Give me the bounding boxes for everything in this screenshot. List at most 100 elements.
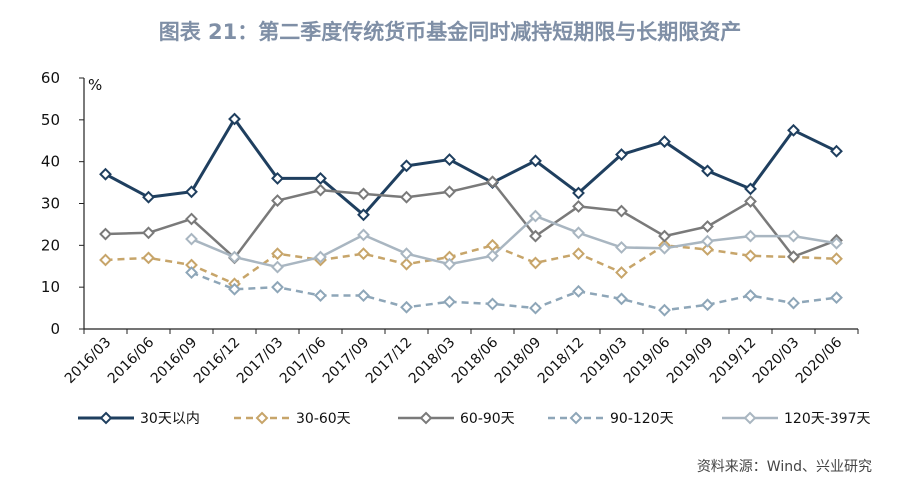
data-point-marker bbox=[486, 249, 499, 263]
x-tick-label: 2018/09 bbox=[492, 335, 544, 387]
data-point-marker bbox=[228, 112, 241, 126]
data-point-marker bbox=[701, 220, 714, 233]
data-point-marker bbox=[615, 148, 628, 161]
data-point-marker bbox=[357, 289, 370, 302]
data-point-marker bbox=[271, 171, 284, 185]
data-point-marker bbox=[185, 212, 198, 226]
x-tick-label: 2017/03 bbox=[234, 335, 286, 387]
legend-label: 90-120天 bbox=[610, 411, 674, 427]
data-point-marker bbox=[615, 266, 628, 279]
y-tick-label: 30 bbox=[41, 195, 60, 213]
data-point-marker bbox=[142, 190, 155, 204]
data-point-marker bbox=[658, 241, 671, 255]
series-line bbox=[105, 180, 837, 260]
y-unit-label: % bbox=[88, 76, 102, 94]
legend-item-4: 90-120天 bbox=[548, 411, 674, 427]
data-point-marker bbox=[830, 252, 843, 266]
series-3 bbox=[99, 175, 843, 265]
data-point-marker bbox=[271, 247, 284, 261]
data-point-marker bbox=[400, 257, 413, 271]
data-point-marker bbox=[443, 295, 456, 309]
data-point-marker bbox=[99, 167, 112, 181]
data-point-marker bbox=[701, 243, 714, 256]
x-tick-label: 2019/09 bbox=[664, 335, 716, 387]
data-point-marker bbox=[572, 186, 585, 200]
data-point-marker bbox=[142, 226, 155, 240]
y-tick-label: 0 bbox=[50, 320, 60, 338]
data-point-marker bbox=[658, 229, 671, 243]
data-point-marker bbox=[529, 301, 542, 315]
series-4 bbox=[185, 266, 843, 317]
data-point-marker bbox=[99, 227, 112, 241]
y-tick-label: 40 bbox=[41, 153, 60, 171]
data-point-marker bbox=[744, 194, 757, 208]
legend: 30天以内 30-60天 60-90天 90-120天 120天-397天 bbox=[78, 411, 871, 427]
series-line bbox=[191, 214, 837, 269]
legend-label: 60-90天 bbox=[460, 411, 515, 427]
legend-item-5: 120天-397天 bbox=[722, 411, 871, 427]
data-point-marker bbox=[400, 300, 413, 314]
data-point-marker bbox=[443, 257, 456, 271]
data-point-marker bbox=[271, 260, 284, 274]
legend-marker bbox=[99, 411, 113, 425]
data-point-marker bbox=[572, 284, 585, 298]
data-point-marker bbox=[572, 247, 585, 261]
data-point-marker bbox=[443, 185, 456, 199]
data-point-marker bbox=[830, 144, 843, 158]
data-point-marker bbox=[658, 303, 671, 317]
data-point-marker bbox=[830, 291, 843, 305]
data-point-marker bbox=[744, 249, 757, 263]
data-point-marker bbox=[529, 154, 542, 168]
x-tick-label: 2018/12 bbox=[535, 335, 587, 387]
data-point-marker bbox=[357, 247, 370, 261]
data-point-marker bbox=[744, 289, 757, 302]
data-point-marker bbox=[787, 229, 800, 243]
data-point-marker bbox=[357, 187, 370, 201]
legend-item-2: 30-60天 bbox=[234, 411, 351, 427]
data-point-marker bbox=[744, 182, 757, 196]
data-point-marker bbox=[529, 209, 542, 223]
x-tick-label: 2016/09 bbox=[148, 335, 200, 387]
series-5 bbox=[185, 209, 843, 274]
data-point-marker bbox=[400, 190, 413, 204]
data-point-marker bbox=[271, 280, 284, 294]
data-point-marker bbox=[787, 296, 800, 310]
data-point-marker bbox=[486, 297, 499, 311]
data-point-marker bbox=[486, 175, 499, 189]
data-point-marker bbox=[228, 250, 241, 264]
y-tick-label: 10 bbox=[41, 278, 60, 296]
legend-marker bbox=[569, 411, 583, 425]
data-point-marker bbox=[357, 208, 370, 222]
x-tick-label: 2018/03 bbox=[406, 335, 458, 387]
data-point-marker bbox=[615, 292, 628, 306]
x-tick-label: 2016/03 bbox=[62, 335, 114, 387]
legend-label: 30天以内 bbox=[140, 411, 200, 427]
legend-label: 120天-397天 bbox=[784, 411, 871, 427]
data-point-marker bbox=[529, 229, 542, 243]
legend-marker bbox=[743, 411, 757, 425]
data-point-marker bbox=[185, 266, 198, 279]
y-tick-label: 20 bbox=[41, 236, 60, 254]
x-tick-label: 2020/06 bbox=[793, 334, 846, 387]
x-tick-label: 2017/06 bbox=[277, 334, 330, 387]
data-point-marker bbox=[830, 236, 843, 250]
chart-title: 图表 21：第二季度传统货币基金同时减持短期限与长期限资产 bbox=[158, 20, 742, 44]
data-point-marker bbox=[185, 232, 198, 246]
data-point-marker bbox=[486, 238, 499, 252]
data-point-marker bbox=[99, 253, 112, 267]
x-tick-label: 2017/09 bbox=[320, 335, 372, 387]
data-point-marker bbox=[529, 256, 542, 270]
series-line bbox=[191, 271, 837, 312]
data-point-marker bbox=[400, 247, 413, 261]
data-point-marker bbox=[314, 171, 327, 185]
data-point-marker bbox=[787, 123, 800, 137]
data-point-marker bbox=[615, 204, 628, 218]
source-note: 资料来源：Wind、兴业研究 bbox=[696, 459, 872, 475]
x-tick-label: 2020/03 bbox=[750, 335, 802, 387]
series-line bbox=[104, 117, 838, 217]
data-point-marker bbox=[572, 226, 585, 240]
data-point-marker bbox=[185, 185, 198, 199]
legend-item-3: 60-90天 bbox=[398, 411, 515, 427]
data-point-marker bbox=[142, 251, 155, 265]
